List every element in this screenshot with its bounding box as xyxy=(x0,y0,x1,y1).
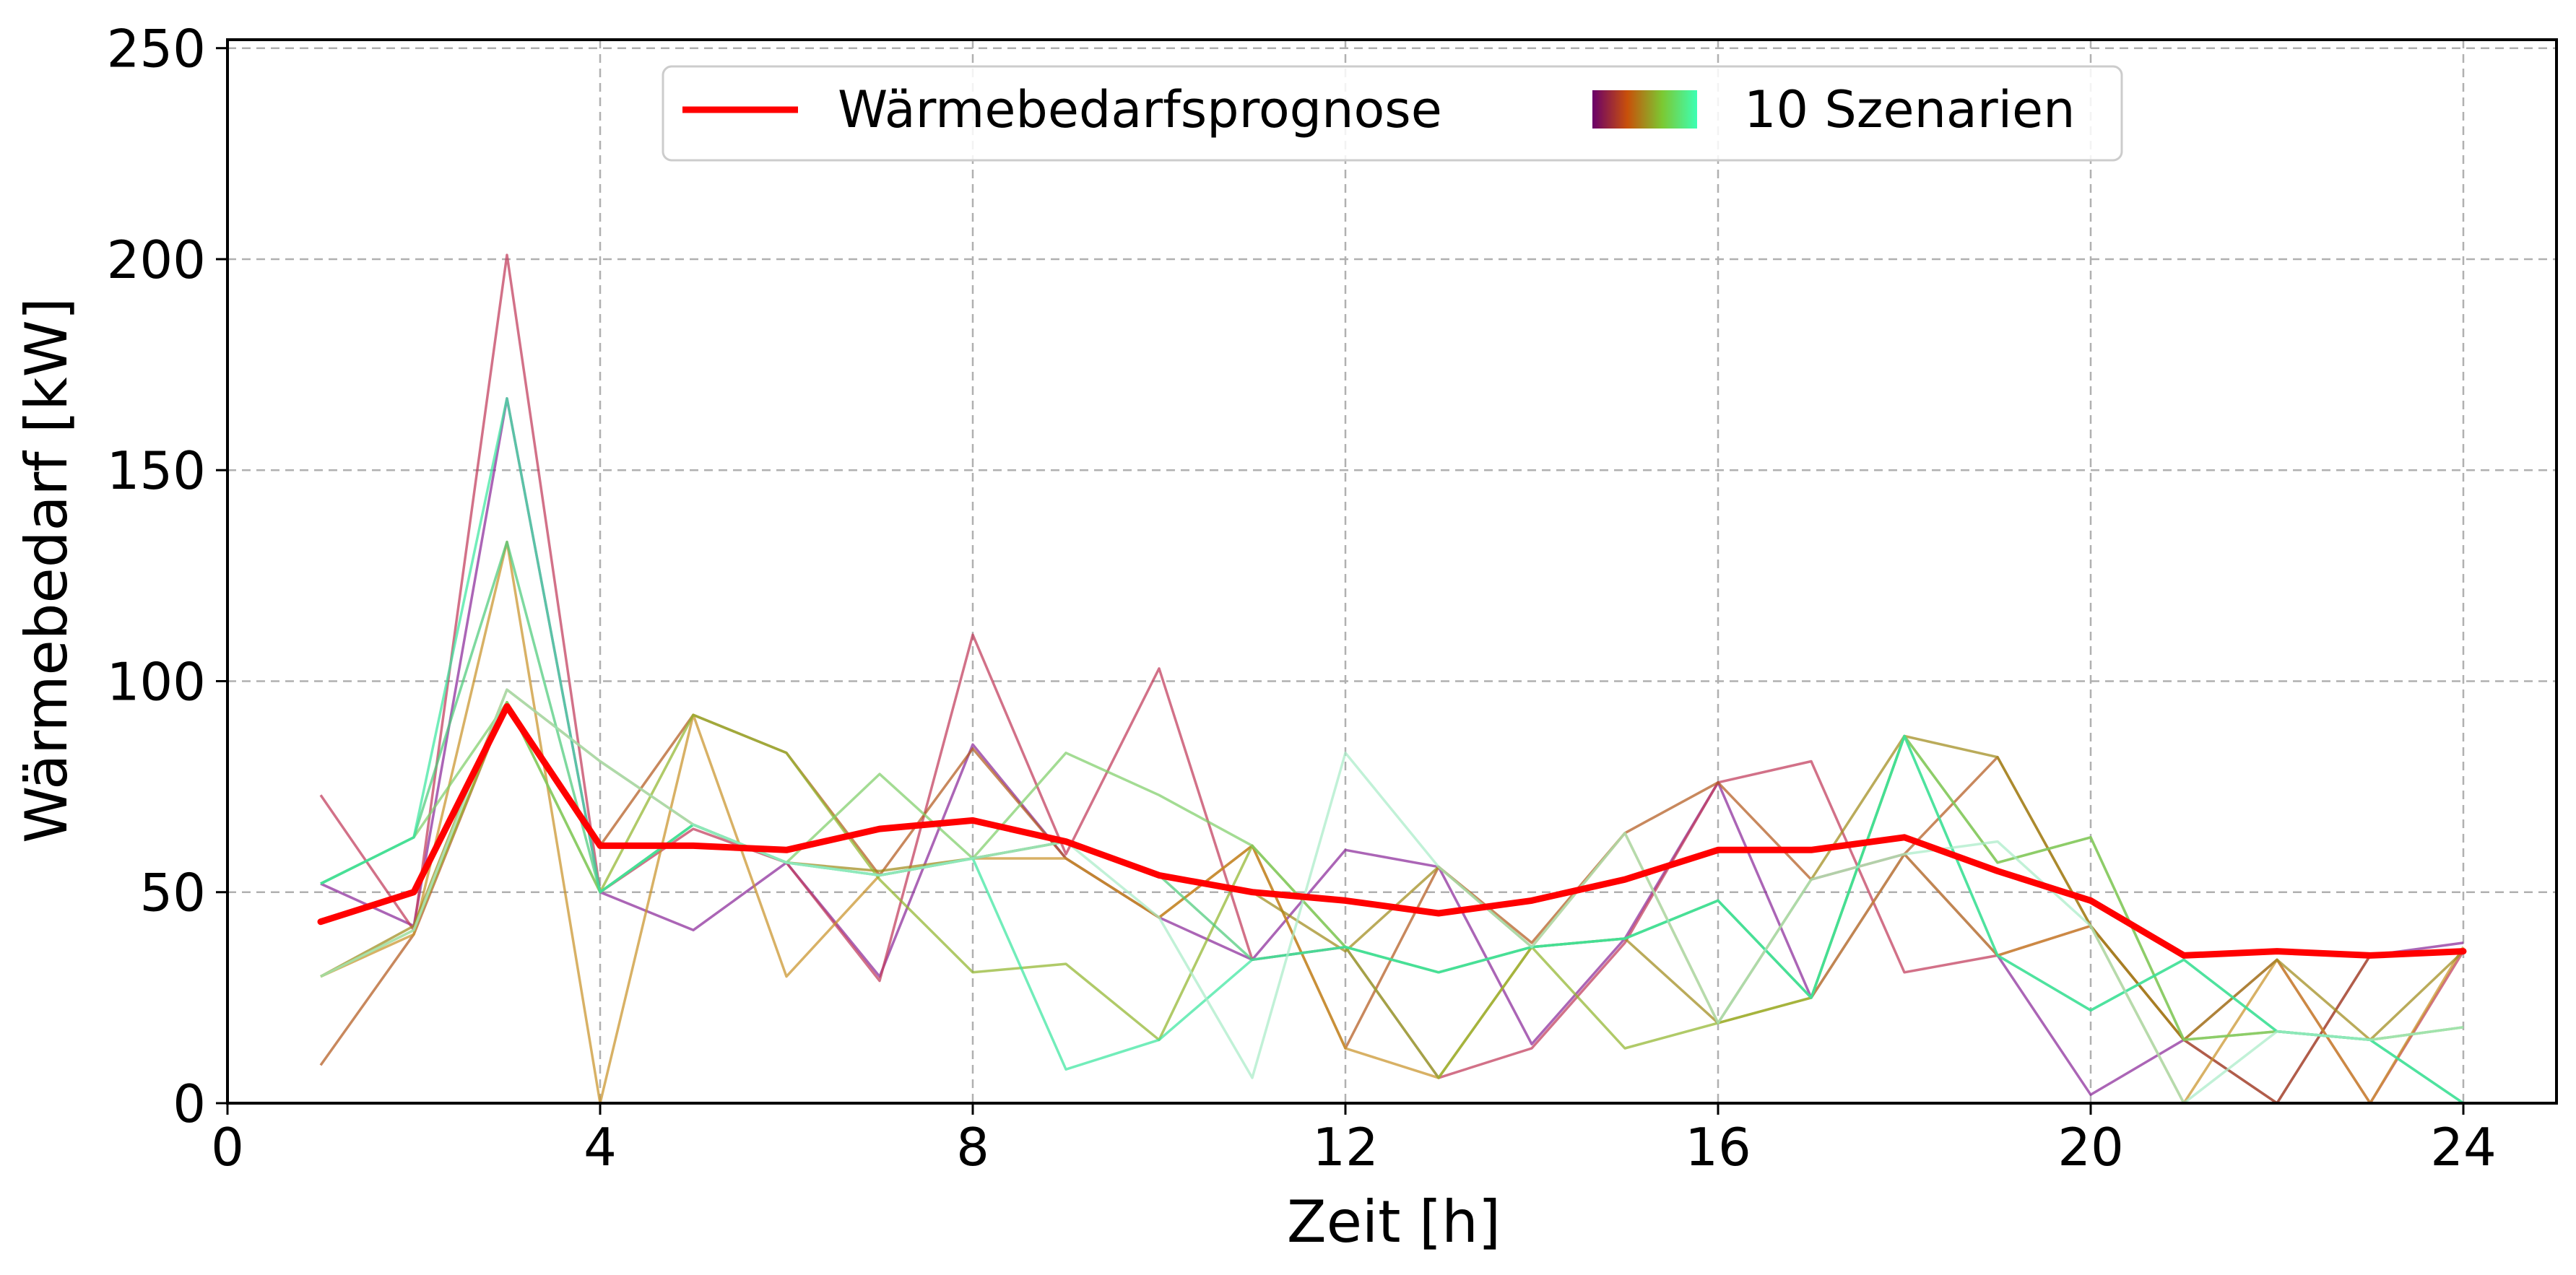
scenario-line-1 xyxy=(320,397,2464,1105)
x-tick-label: 8 xyxy=(956,1117,989,1178)
scenario-line-4 xyxy=(320,540,2465,1105)
tick-labels: 0 4 8 12 16 20 24 0 50 100 150 200 250 xyxy=(107,19,2497,1178)
scenario-lines xyxy=(319,253,2465,1105)
forecast-line xyxy=(317,703,2467,959)
x-tick-label: 20 xyxy=(2057,1117,2124,1178)
scenario-line-3 xyxy=(319,700,2464,1105)
legend-scenario-label: 10 Szenarien xyxy=(1744,80,2076,139)
legend-scenario-swatch xyxy=(1592,90,1697,129)
forecast-layer xyxy=(317,703,2467,959)
scenario-line-10 xyxy=(320,688,2464,1105)
y-tick-label: 250 xyxy=(107,19,206,79)
y-tick-label: 100 xyxy=(107,651,206,712)
scenario-line-9 xyxy=(320,397,2464,1105)
y-tick-label: 50 xyxy=(139,863,206,923)
y-tick-label: 150 xyxy=(107,440,206,501)
scenario-line-8 xyxy=(320,540,2464,1105)
scenario-line-2 xyxy=(319,253,2465,1105)
legend-forecast-label: Wärmebedarfsprognose xyxy=(838,80,1442,139)
y-axis-title: Wärmebedarf [kW] xyxy=(13,297,80,843)
x-tick-label: 12 xyxy=(1312,1117,1379,1178)
legend-box xyxy=(662,65,2123,162)
y-tick-label: 200 xyxy=(107,230,206,290)
axis-ticks xyxy=(216,47,2465,1115)
x-tick-label: 0 xyxy=(211,1117,244,1178)
x-tick-label: 16 xyxy=(1685,1117,1751,1178)
legend: Wärmebedarfsprognose 10 Szenarien xyxy=(662,65,2123,162)
x-tick-label: 24 xyxy=(2430,1117,2497,1178)
grid xyxy=(226,40,2557,1105)
y-tick-label: 0 xyxy=(173,1074,206,1134)
x-axis-title: Zeit [h] xyxy=(1287,1188,1501,1256)
x-tick-label: 4 xyxy=(584,1117,617,1178)
plot-frame xyxy=(226,38,2558,1105)
